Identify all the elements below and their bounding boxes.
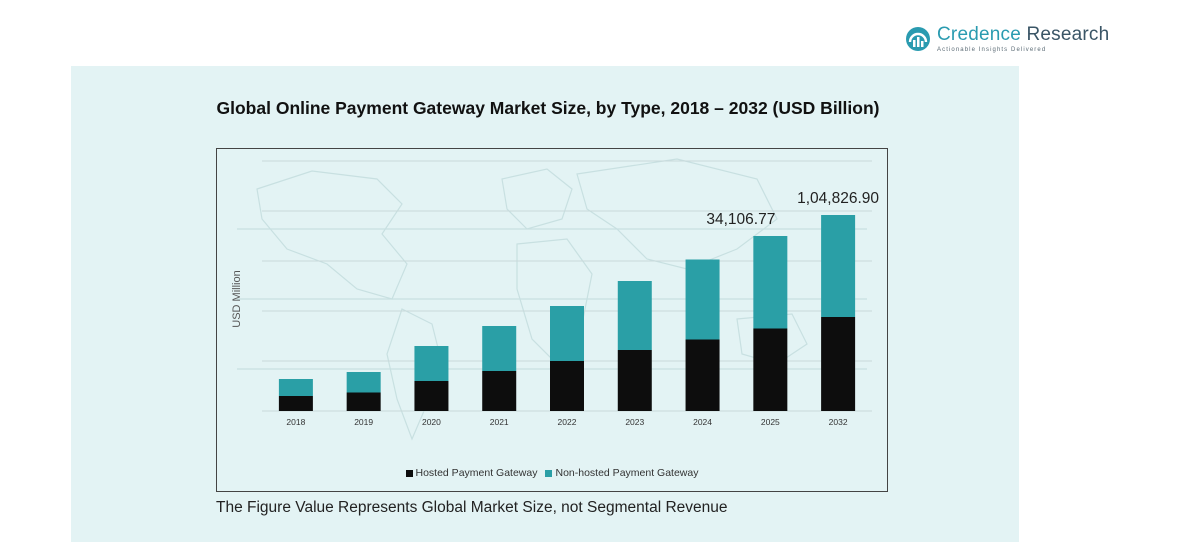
chart-panel: Global Online Payment Gateway Market Siz… xyxy=(71,66,1019,542)
legend-item-hosted: Hosted Payment Gateway xyxy=(405,467,538,479)
chart-legend: Hosted Payment Gateway Non-hosted Paymen… xyxy=(217,467,887,479)
bar-non-hosted-2025 xyxy=(753,236,788,329)
x-tick-label: 2032 xyxy=(829,417,848,427)
bar-hosted-2019 xyxy=(346,392,381,411)
bar-hosted-2032 xyxy=(821,317,856,411)
x-tick-label: 2025 xyxy=(761,417,780,427)
legend-item-non-hosted: Non-hosted Payment Gateway xyxy=(545,467,698,479)
x-tick-label: 2023 xyxy=(625,417,644,427)
chart-frame: 2018 2019 2020 2021 2022 2023 2024 2025 2032 34,… xyxy=(216,148,888,492)
bar-non-hosted-2018 xyxy=(278,379,313,396)
x-tick-label: 2022 xyxy=(558,417,577,427)
x-tick-label: 2024 xyxy=(693,417,712,427)
bar-non-hosted-2023 xyxy=(617,281,652,350)
bar-non-hosted-2020 xyxy=(414,346,449,381)
credence-research-logo: Credence Research Actionable Insights De… xyxy=(905,25,1109,53)
bar-hosted-2018 xyxy=(278,396,313,411)
bar-non-hosted-2022 xyxy=(550,306,584,361)
legend-label-hosted: Hosted Payment Gateway xyxy=(415,467,538,479)
legend-swatch-non-hosted xyxy=(545,469,553,477)
data-label-2032: 1,04,826.90 xyxy=(797,190,879,207)
bar-hosted-2020 xyxy=(414,381,449,411)
bar-hosted-2022 xyxy=(550,361,584,411)
bar-chart: 2018 2019 2020 2021 2022 2023 2024 2025 2032 34,… xyxy=(231,158,879,441)
bar-non-hosted-2032 xyxy=(821,215,856,317)
x-tick-label: 2019 xyxy=(354,417,373,427)
bar-hosted-2021 xyxy=(482,371,517,411)
bar-hosted-2024 xyxy=(685,339,720,411)
bar-hosted-2023 xyxy=(617,350,652,411)
x-tick-label: 2020 xyxy=(422,417,441,427)
logo-mark-icon xyxy=(906,27,930,51)
bar-non-hosted-2024 xyxy=(685,259,720,340)
x-tick-label: 2021 xyxy=(490,417,509,427)
bar-hosted-2025 xyxy=(753,328,788,411)
chart-title: Global Online Payment Gateway Market Siz… xyxy=(216,98,880,118)
x-tick-label: 2018 xyxy=(286,417,305,427)
legend-swatch-hosted xyxy=(405,469,413,477)
footnote: The Figure Value Represents Global Marke… xyxy=(216,499,728,516)
bar-non-hosted-2021 xyxy=(482,326,517,371)
bar-non-hosted-2019 xyxy=(346,372,381,393)
logo-name: Credence Research xyxy=(937,24,1110,45)
data-label-2025: 34,106.77 xyxy=(706,211,775,228)
legend-label-non-hosted: Non-hosted Payment Gateway xyxy=(555,467,699,479)
y-axis-label: USD Million xyxy=(231,270,243,327)
logo-tagline: Actionable Insights Delivered xyxy=(937,47,1047,53)
